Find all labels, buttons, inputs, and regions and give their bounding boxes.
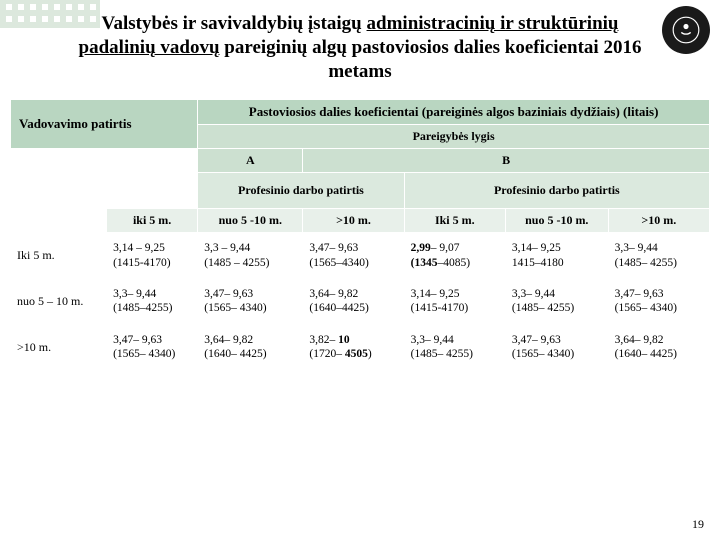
- cell: 3,64– 9,82(1640– 4425): [608, 324, 709, 370]
- col-4: nuo 5 -10 m.: [505, 209, 608, 233]
- cell: 3,3 – 9,44(1485 – 4255): [198, 233, 303, 279]
- title-post: pareiginių algų pastoviosios dalies koef…: [220, 37, 642, 82]
- ministry-logo: [662, 6, 710, 54]
- header-coefficients: Pastoviosios dalies koeficientai (pareig…: [198, 100, 710, 125]
- cell: 3,14 – 9,25(1415-4170): [107, 233, 198, 279]
- header-level-b: B: [303, 149, 710, 173]
- col-1: nuo 5 -10 m.: [198, 209, 303, 233]
- row-label: Iki 5 m.: [11, 233, 107, 279]
- table-row: Iki 5 m. 3,14 – 9,25(1415-4170) 3,3 – 9,…: [11, 233, 710, 279]
- cell: 3,3– 9,44(1485– 4255): [505, 279, 608, 325]
- cell: 3,3– 9,44(1485– 4255): [608, 233, 709, 279]
- cell: 3,14– 9,251415–4180: [505, 233, 608, 279]
- cell: 3,47– 9,63(1565–4340): [303, 233, 404, 279]
- cell: 2,99– 9,07(1345–4085): [404, 233, 505, 279]
- decorative-grid: [0, 0, 100, 28]
- page-number: 19: [692, 517, 704, 532]
- cell: 3,47– 9,63(1565– 4340): [107, 324, 198, 370]
- coefficients-table: Vadovavimo patirtis Pastoviosios dalies …: [10, 99, 710, 370]
- row-label: nuo 5 – 10 m.: [11, 279, 107, 325]
- cell: 3,47– 9,63(1565– 4340): [608, 279, 709, 325]
- cell: 3,82– 10(1720– 4505): [303, 324, 404, 370]
- cell: 3,47– 9,63(1565– 4340): [198, 279, 303, 325]
- cell: 3,47– 9,63(1565– 4340): [505, 324, 608, 370]
- header-prof-a: Profesinio darbo patirtis: [198, 173, 404, 209]
- header-level-label: Pareigybės lygis: [198, 125, 710, 149]
- cell: 3,64– 9,82(1640–4425): [303, 279, 404, 325]
- header-prof-b: Profesinio darbo patirtis: [404, 173, 709, 209]
- table-row: >10 m. 3,47– 9,63(1565– 4340) 3,64– 9,82…: [11, 324, 710, 370]
- page-title: Valstybės ir savivaldybių įstaigų admini…: [0, 0, 720, 93]
- header-level-a: A: [198, 149, 303, 173]
- cell: 3,64– 9,82(1640– 4425): [198, 324, 303, 370]
- cell: 3,3– 9,44(1485–4255): [107, 279, 198, 325]
- title-pre: Valstybės ir savivaldybių įstaigų: [101, 13, 366, 34]
- col-3: Iki 5 m.: [404, 209, 505, 233]
- header-experience: Vadovavimo patirtis: [11, 100, 198, 149]
- col-2: >10 m.: [303, 209, 404, 233]
- table-row: nuo 5 – 10 m. 3,3– 9,44(1485–4255) 3,47–…: [11, 279, 710, 325]
- col-5: >10 m.: [608, 209, 709, 233]
- col-0: iki 5 m.: [107, 209, 198, 233]
- cell: 3,3– 9,44(1485– 4255): [404, 324, 505, 370]
- row-label: >10 m.: [11, 324, 107, 370]
- cell: 3,14– 9,25(1415-4170): [404, 279, 505, 325]
